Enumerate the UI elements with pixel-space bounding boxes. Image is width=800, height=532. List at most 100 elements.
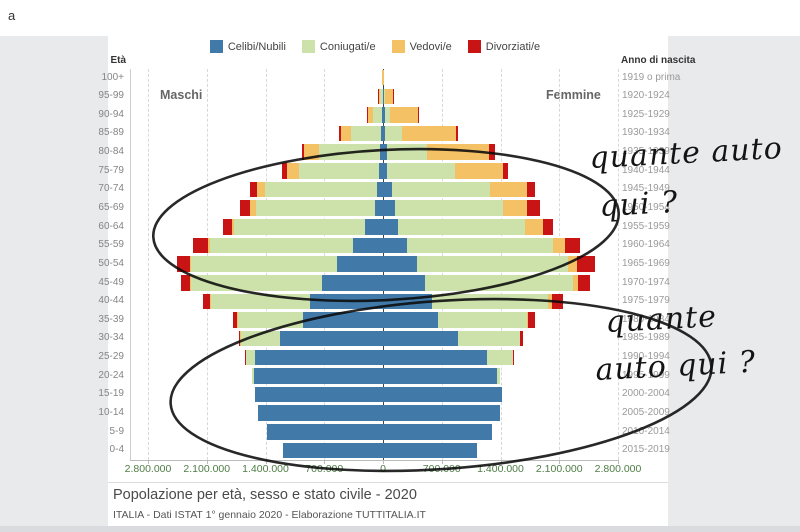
birth-year-label: 1930-1934: [622, 127, 670, 139]
bar-maschi-60-64-divorziati: [222, 219, 232, 235]
birth-year-label: 1960-1964: [622, 239, 670, 251]
bar-maschi-70-74-divorziati: [250, 181, 257, 198]
plot-left-border: [130, 68, 131, 460]
bar-femmine-85-89-celibi_nubili: [383, 125, 386, 142]
legend-item: Divorziati/e: [467, 40, 541, 53]
age-group-label: 85-89: [98, 127, 124, 139]
birth-year-label: 1945-1949: [622, 183, 670, 195]
bar-maschi-55-59-coniugati: [209, 237, 354, 254]
age-group-label: 30-34: [98, 332, 124, 344]
bar-femmine-45-49-celibi_nubili: [383, 274, 425, 291]
bar-femmine-90-94-celibi_nubili: [383, 107, 385, 123]
legend-item: Coniugati/e: [301, 40, 376, 53]
bar-maschi-45-49-coniugati: [190, 274, 322, 291]
footer-divider: [108, 482, 668, 483]
bar-femmine-85-89-coniugati: [385, 125, 402, 142]
bar-maschi-100+-vedovi: [382, 69, 383, 86]
bar-femmine-0-4-celibi_nubili: [383, 442, 477, 459]
bar-femmine-55-59-vedovi: [553, 237, 566, 254]
bar-maschi-70-74-coniugati: [265, 181, 377, 198]
bar-femmine-55-59-divorziati: [565, 237, 581, 254]
bar-femmine-60-64-coniugati: [398, 219, 525, 235]
legend-label: Divorziati/e: [485, 40, 541, 53]
bar-femmine-75-79-coniugati: [387, 163, 456, 179]
age-group-label: 40-44: [98, 295, 124, 307]
bar-maschi-85-89-coniugati: [351, 125, 381, 142]
age-group-label: 100+: [101, 71, 124, 83]
axis-tickmark: [148, 460, 149, 464]
birthyear-axis-title: Anno di nascita: [621, 55, 696, 66]
bar-maschi-75-79-divorziati: [282, 163, 288, 179]
bar-maschi-85-89-divorziati: [339, 125, 341, 142]
bar-femmine-60-64-celibi_nubili: [383, 219, 399, 235]
bar-maschi-35-39-vedovi: [236, 312, 238, 328]
bar-maschi-30-34-vedovi: [240, 330, 241, 347]
bar-maschi-35-39-divorziati: [232, 312, 237, 328]
bar-maschi-80-84-vedovi: [304, 144, 320, 161]
bar-maschi-95-99-coniugati: [380, 88, 383, 105]
bar-femmine-50-54-vedovi: [568, 256, 578, 272]
birth-year-label: 1985-1989: [622, 332, 670, 344]
bar-maschi-70-74-vedovi: [256, 181, 266, 198]
age-group-label: 65-69: [98, 201, 124, 213]
birth-year-label: 1965-1969: [622, 257, 670, 269]
bar-maschi-10-14-celibi_nubili: [258, 405, 383, 421]
bar-maschi-100+-coniugati: [382, 69, 384, 86]
bar-maschi-85-89-vedovi: [340, 125, 352, 142]
bar-maschi-30-34-celibi_nubili: [279, 330, 383, 347]
legend-swatch-icon: [467, 40, 481, 53]
bar-maschi-25-29-coniugati: [245, 349, 255, 366]
bar-maschi-95-99-vedovi: [378, 88, 381, 105]
birth-year-label: 1990-1994: [622, 351, 670, 363]
bar-maschi-20-24-coniugati: [251, 368, 254, 384]
bar-maschi-0-4-celibi_nubili: [283, 442, 383, 459]
bar-maschi-50-54-divorziati: [176, 256, 190, 272]
bar-maschi-25-29-divorziati: [245, 349, 246, 366]
age-group-label: 75-79: [98, 164, 124, 176]
birth-year-label: 1995-1999: [622, 369, 670, 381]
bar-maschi-35-39-celibi_nubili: [303, 312, 383, 328]
bar-femmine-35-39-coniugati: [437, 312, 527, 328]
bottom-gray-strip: [0, 526, 800, 532]
bar-maschi-40-44-vedovi: [209, 293, 211, 310]
bar-maschi-45-49-vedovi: [189, 274, 191, 291]
bar-femmine-95-99-vedovi: [385, 88, 394, 105]
birth-year-label: 2010-2014: [622, 425, 670, 437]
birth-year-label: 1940-1944: [622, 164, 670, 176]
x-axis-tick-label: 2.800.000: [124, 463, 172, 475]
bar-maschi-75-79-coniugati: [299, 163, 379, 179]
age-group-label: 50-54: [98, 257, 124, 269]
legend-swatch-icon: [209, 40, 223, 53]
bar-maschi-60-64-vedovi: [231, 219, 235, 235]
age-group-label: 60-64: [98, 220, 124, 232]
bar-femmine-30-34-celibi_nubili: [383, 330, 459, 347]
males-label: Maschi: [160, 88, 203, 102]
bar-femmine-40-44-coniugati: [432, 293, 548, 310]
bar-femmine-80-84-divorziati: [489, 144, 495, 161]
age-group-label: 70-74: [98, 183, 124, 195]
bar-maschi-50-54-coniugati: [190, 256, 337, 272]
bar-maschi-80-84-coniugati: [319, 144, 380, 161]
bar-femmine-25-29-divorziati: [513, 349, 514, 366]
bar-femmine-100+-vedovi: [383, 69, 385, 86]
bar-maschi-40-44-celibi_nubili: [309, 293, 383, 310]
bar-femmine-65-69-coniugati: [395, 200, 504, 216]
bar-maschi-40-44-divorziati: [202, 293, 210, 310]
age-group-label: 45-49: [98, 276, 124, 288]
age-group-label: 0-4: [109, 444, 124, 456]
bar-femmine-25-29-coniugati: [487, 349, 514, 366]
bar-maschi-90-94-divorziati: [366, 107, 368, 123]
birth-year-label: 1955-1959: [622, 220, 670, 232]
legend: Celibi/Nubili Coniugati/e Vedovi/e Divorzia…: [130, 40, 620, 53]
bar-femmine-95-99-divorziati: [393, 88, 394, 105]
bar-maschi-35-39-coniugati: [236, 312, 303, 328]
bar-femmine-80-84-vedovi: [427, 144, 490, 161]
bar-femmine-95-99-celibi_nubili: [383, 88, 384, 105]
legend-item: Vedovi/e: [391, 40, 452, 53]
bar-maschi-65-69-celibi_nubili: [375, 200, 383, 216]
bar-femmine-50-54-coniugati: [416, 256, 569, 272]
bar-femmine-50-54-divorziati: [577, 256, 595, 272]
birth-year-label: 1975-1979: [622, 295, 670, 307]
bar-femmine-70-74-coniugati: [391, 181, 490, 198]
bar-femmine-10-14-celibi_nubili: [383, 405, 500, 421]
